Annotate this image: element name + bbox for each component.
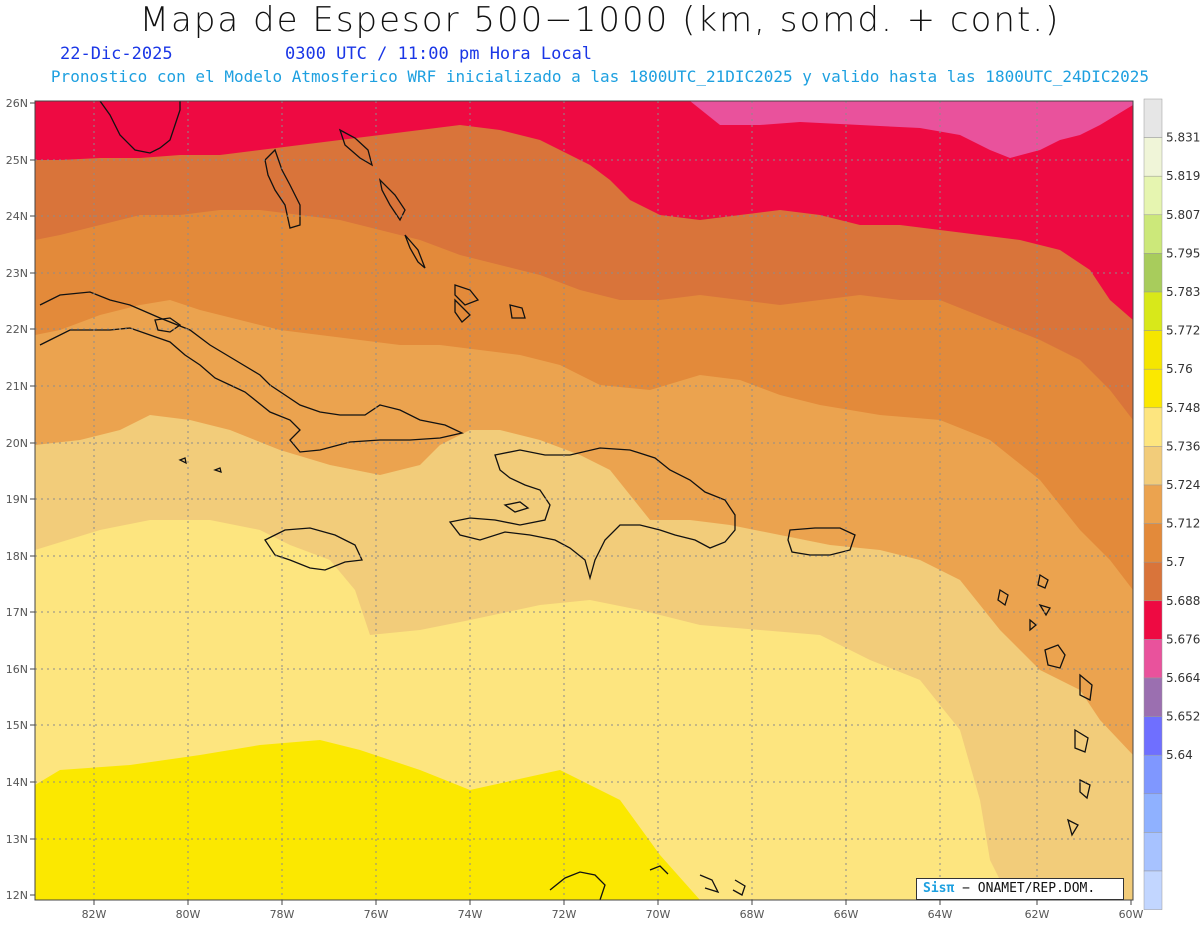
colorbar-label: 5.772 [1166,324,1200,338]
jamaica-coastline [264,527,363,571]
lat-label: 25N [6,154,28,167]
lat-label: 21N [6,380,28,393]
colorbar-swatch [1143,330,1163,370]
colorbar-swatch [1143,832,1163,872]
band-5688 [690,101,1133,158]
colorbar-label: 5.76 [1166,362,1193,376]
lat-ticks [30,102,35,896]
lon-label: 68W [740,908,765,921]
florida-coastline [99,101,181,154]
lon-label: 78W [270,908,295,921]
colorbar-swatch [1143,137,1163,177]
colorbar [1143,98,1163,910]
lat-label: 22N [6,323,28,336]
lon-label: 74W [458,908,483,921]
colorbar-swatch [1143,639,1163,679]
map-title: Mapa de Espesor 500−1000 (km, somd. + co… [139,0,1061,40]
colorbar-swatch [1143,870,1163,910]
colorbar-label: 5.676 [1166,632,1200,646]
lon-label: 64W [928,908,953,921]
colorbar-label: 5.724 [1166,478,1200,492]
map-frame [34,100,1134,901]
lat-label: 17N [6,606,28,619]
colorbar-label: 5.7 [1166,555,1185,569]
colorbar-swatch [1143,446,1163,486]
lon-label: 72W [552,908,577,921]
lat-label: 16N [6,663,28,676]
colorbar-swatch [1143,175,1163,216]
lat-label: 24N [6,210,28,223]
lat-label: 19N [6,493,28,506]
lat-label: 12N [6,889,28,902]
lat-label: 14N [6,776,28,789]
colorbar-swatch [1143,600,1163,640]
hispaniola-coastline [448,447,736,581]
lat-label: 13N [6,833,28,846]
colorbar-swatch [1143,484,1163,524]
colorbar-swatch [1143,98,1163,138]
puerto-rico-coastline [787,527,856,556]
colorbar-label: 5.748 [1166,401,1200,415]
colorbar-label: 5.688 [1166,594,1200,608]
lat-label: 18N [6,550,28,563]
colorbar-label: 5.652 [1166,710,1200,724]
colorbar-label: 5.807 [1166,208,1200,222]
lesser-antilles-coastline [997,573,1093,837]
colorbar-swatch [1143,291,1163,331]
gonave-coastline [503,501,530,513]
colorbar-swatch [1143,523,1163,563]
lat-label: 23N [6,267,28,280]
cuba-coastline [39,291,464,453]
credit-text: − ONAMET/REP.DOM. [954,881,1096,896]
graticule [35,101,1133,900]
lon-label: 60W [1119,908,1144,921]
cayman-coastline [178,457,222,473]
colorbar-label: 5.831 [1166,131,1200,145]
colorbar-label: 5.712 [1166,517,1200,531]
colorbar-swatch [1143,793,1163,833]
credit-box: Sisπ − ONAMET/REP.DOM. [916,878,1124,900]
colorbar-label: 5.736 [1166,439,1200,453]
colorbar-label: 5.664 [1166,671,1200,685]
colorbar-swatch [1143,407,1163,447]
lon-label: 76W [364,908,389,921]
colorbar-swatch [1143,214,1163,254]
lat-label: 26N [6,97,28,110]
colorbar-swatch [1143,754,1163,795]
lon-label: 70W [646,908,671,921]
lon-label: 62W [1025,908,1050,921]
colorbar-label: 5.819 [1166,169,1200,183]
lat-label: 20N [6,437,28,450]
lon-label: 80W [176,908,201,921]
south-america-coastline [549,865,746,900]
lon-label: 82W [82,908,107,921]
colorbar-swatch [1143,253,1163,293]
forecast-date: 22-Dic-2025 [60,44,173,64]
lon-ticks [93,900,1132,905]
sispi-logo: Sisπ [923,881,955,896]
colorbar-swatch [1143,368,1163,409]
colorbar-swatch [1143,561,1163,602]
band-57 [35,101,1133,320]
colorbar-label: 5.795 [1166,246,1200,260]
forecast-time: 0300 UTC / 11:00 pm Hora Local [285,44,593,64]
colorbar-swatch [1143,716,1163,756]
colorbar-swatch [1143,677,1163,717]
bahamas-coastline [264,128,526,323]
coastlines [39,101,1093,900]
colorbar-label: 5.783 [1166,285,1200,299]
lat-label: 15N [6,719,28,732]
colorbar-label: 5.64 [1166,748,1193,762]
lon-label: 66W [834,908,859,921]
model-description: Pronostico con el Modelo Atmosferico WRF… [50,67,1150,86]
